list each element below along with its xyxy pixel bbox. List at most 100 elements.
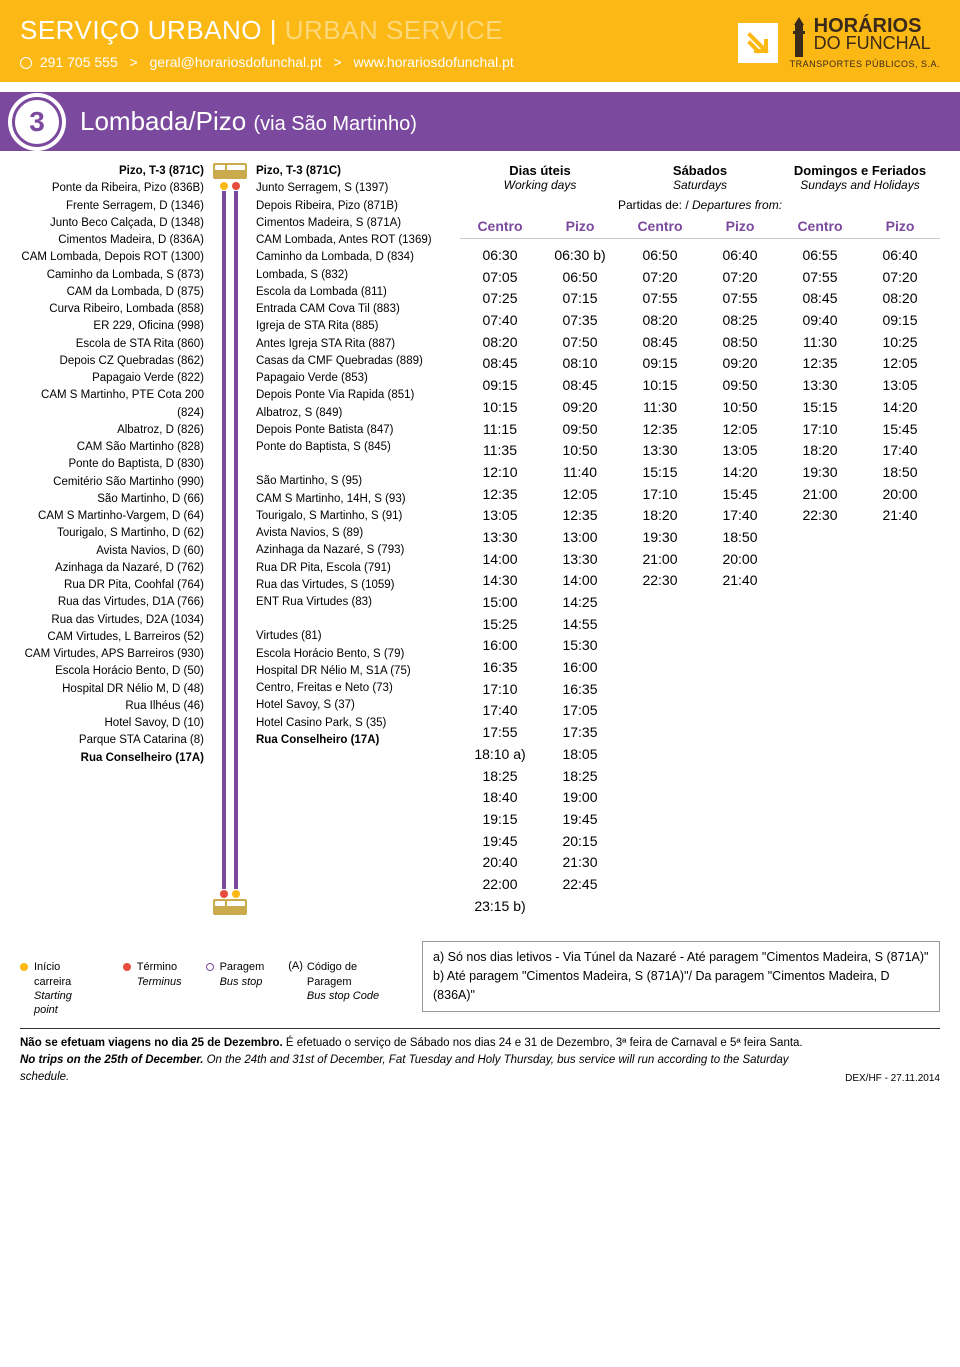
stop-item: Curva Ribeiro, Lombada (858) — [20, 301, 204, 318]
stop-item: Papagaio Verde (822) — [20, 370, 204, 387]
route-number: 3 — [12, 97, 62, 147]
stop-item: Cimentos Madeira, D (836A) — [20, 232, 204, 249]
time-cell: 08:25 — [700, 310, 780, 332]
time-cell: 07:55 — [620, 288, 700, 310]
arrow-icon — [738, 23, 778, 63]
logo: HORÁRIOS DO FUNCHAL TRANSPORTES PÚBLICOS… — [790, 17, 940, 69]
start-dot — [232, 890, 240, 898]
legend-code: (A) Código de ParagemBus stop Code — [288, 960, 402, 1003]
time-cell: 12:05 — [540, 484, 620, 506]
time-cell: 16:00 — [540, 657, 620, 679]
time-cell: 08:20 — [620, 310, 700, 332]
stop-item: CAM S Martinho, PTE Cota 200 (824) — [20, 387, 204, 422]
stop-item: Frente Serragem, D (1346) — [20, 198, 204, 215]
time-cell: 15:00 — [460, 592, 540, 614]
stop-item: CAM Lombada, Depois ROT (1300) — [20, 249, 204, 266]
time-cell: 09:15 — [460, 375, 540, 397]
stop-item: São Martinho, S (95) — [256, 473, 440, 490]
time-column: 06:30 b)06:5007:1507:3507:5008:1008:4509… — [540, 245, 620, 917]
stop-item: CAM Virtudes, APS Barreiros (930) — [20, 646, 204, 663]
time-cell: 19:45 — [540, 809, 620, 831]
departures-label: Partidas de: / Departures from: — [460, 198, 940, 212]
time-cell: 07:50 — [540, 332, 620, 354]
route-bar: 3 Lombada/Pizo (via São Martinho) — [0, 92, 960, 151]
time-cell: 13:00 — [540, 527, 620, 549]
stops-outbound: Pizo, T-3 (871C)Ponte da Ribeira, Pizo (… — [20, 163, 218, 917]
time-cell: 07:25 — [460, 288, 540, 310]
separator: > — [330, 54, 346, 70]
time-cell: 06:30 b) — [540, 245, 620, 267]
col-header: Centro — [460, 218, 540, 234]
stop-item: Hotel Savoy, D (10) — [20, 715, 204, 732]
col-header: Centro — [620, 218, 700, 234]
divider: | — [270, 15, 285, 45]
stop-item: Cimentos Madeira, S (871A) — [256, 215, 440, 232]
time-cell: 06:40 — [700, 245, 780, 267]
stop-item: São Martinho, D (66) — [20, 491, 204, 508]
stop-item: Caminho da Lombada, D (834) — [256, 249, 440, 266]
time-cell: 07:20 — [860, 267, 940, 289]
stop-item: Rua Conselheiro (17A) — [20, 750, 204, 767]
stop-item: Albatroz, D (826) — [20, 422, 204, 439]
notes: a) Só nos dias letivos - Via Túnel da Na… — [422, 941, 940, 1011]
stops-inbound: Pizo, T-3 (871C)Junto Serragem, S (1397)… — [242, 163, 440, 917]
time-cell: 14:00 — [540, 570, 620, 592]
time-cell: 09:20 — [540, 397, 620, 419]
stop-item: Ponte da Ribeira, Pizo (836B) — [20, 180, 204, 197]
time-cell: 09:50 — [700, 375, 780, 397]
contact-line: 291 705 555 > geral@horariosdofunchal.pt… — [20, 54, 514, 70]
time-cell: 17:55 — [460, 722, 540, 744]
time-cell: 21:00 — [620, 549, 700, 571]
stop-item: Pizo, T-3 (871C) — [20, 163, 204, 180]
stop-item: ENT Rua Virtudes (83) — [256, 594, 440, 611]
time-cell: 14:55 — [540, 614, 620, 636]
dep-text-it: Departures from: — [692, 198, 782, 212]
time-cell: 08:45 — [620, 332, 700, 354]
doc-ref: DEX/HF - 27.11.2014 — [845, 1071, 940, 1086]
stop-item: Papagaio Verde (853) — [256, 370, 440, 387]
time-cell: 15:25 — [460, 614, 540, 636]
stops-area: Pizo, T-3 (871C)Ponte da Ribeira, Pizo (… — [20, 163, 440, 917]
time-cell: 11:35 — [460, 440, 540, 462]
time-cell: 18:50 — [700, 527, 780, 549]
time-cell: 18:20 — [780, 440, 860, 462]
stop-item: Tourigalo, S Martinho, S (91) — [256, 508, 440, 525]
separator: > — [126, 54, 142, 70]
stop-item: Depois CZ Quebradas (862) — [20, 353, 204, 370]
route-name: Lombada/Pizo — [80, 106, 246, 136]
stop-item: Parque STA Catarina (8) — [20, 732, 204, 749]
time-cell: 06:50 — [620, 245, 700, 267]
time-cell: 09:50 — [540, 419, 620, 441]
timetable: Dias úteisWorking daysSábadosSaturdaysDo… — [460, 163, 940, 917]
time-cell: 20:15 — [540, 831, 620, 853]
logo-line2: DO FUNCHAL — [814, 35, 931, 51]
time-cell: 22:45 — [540, 874, 620, 896]
time-cell: 20:00 — [700, 549, 780, 571]
stop-item: Rua Conselheiro (17A) — [256, 732, 440, 749]
route-line — [230, 163, 242, 917]
stop-item: Avista Navios, S (89) — [256, 525, 440, 542]
time-cell: 06:55 — [780, 245, 860, 267]
bus-icon — [225, 899, 247, 915]
header-right: HORÁRIOS DO FUNCHAL TRANSPORTES PÚBLICOS… — [738, 17, 940, 69]
time-cell: 10:15 — [620, 375, 700, 397]
stop-item: Lombada, S (832) — [256, 267, 440, 284]
url: www.horariosdofunchal.pt — [353, 54, 513, 70]
time-cell: 13:30 — [620, 440, 700, 462]
stop-item — [256, 456, 440, 473]
stop-item: Depois Ponte Via Rapida (851) — [256, 387, 440, 404]
stop-item: Hotel Savoy, S (37) — [256, 697, 440, 714]
time-cell: 07:15 — [540, 288, 620, 310]
time-cell: 19:00 — [540, 787, 620, 809]
stop-item: CAM S Martinho, 14H, S (93) — [256, 491, 440, 508]
time-cell: 09:20 — [700, 353, 780, 375]
time-cell: 07:20 — [620, 267, 700, 289]
time-cell: 13:05 — [700, 440, 780, 462]
time-cell: 12:05 — [860, 353, 940, 375]
header-left: SERVIÇO URBANO | URBAN SERVICE 291 705 5… — [20, 15, 514, 70]
time-cell: 13:05 — [860, 375, 940, 397]
time-cell: 18:05 — [540, 744, 620, 766]
time-cell: 09:15 — [860, 310, 940, 332]
stop-item: Rua das Virtudes, D1A (766) — [20, 594, 204, 611]
time-cell: 10:50 — [700, 397, 780, 419]
